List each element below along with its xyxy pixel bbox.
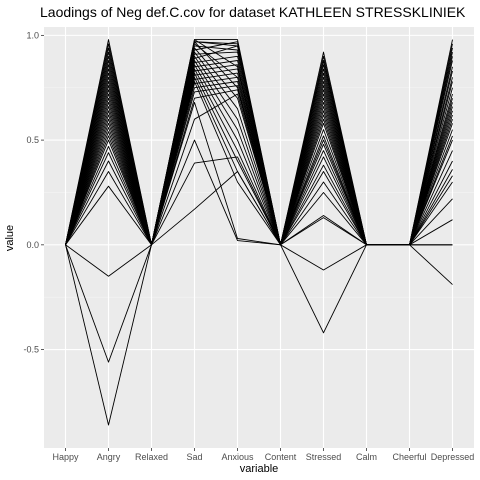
- x-axis-title: variable: [240, 463, 279, 475]
- y-tick-label: 0.5: [26, 135, 39, 145]
- y-tick-label: 1.0: [26, 30, 39, 40]
- x-axis: Happy Angry Relaxed Sad Anxious Content Stress…: [52, 448, 474, 462]
- x-tick-label-cheerful: Cheerful: [392, 452, 426, 462]
- x-tick-label-happy: Happy: [52, 452, 79, 462]
- y-axis-title: value: [4, 225, 16, 251]
- x-tick-label-calm: Calm: [356, 452, 377, 462]
- x-tick-label-angry: Angry: [97, 452, 121, 462]
- y-tick-label: -0.5: [23, 345, 39, 355]
- x-tick-label-relaxed: Relaxed: [135, 452, 168, 462]
- y-axis: -0.5 0.0 0.5 1.0: [23, 30, 44, 355]
- series-line-33: [65, 60, 453, 426]
- x-tick-label-sad: Sad: [186, 452, 202, 462]
- x-tick-label-anxious: Anxious: [221, 452, 254, 462]
- x-tick-label-content: Content: [265, 452, 297, 462]
- y-tick-label: 0.0: [26, 240, 39, 250]
- x-tick-label-stressed: Stressed: [306, 452, 342, 462]
- chart-title: Laodings of Neg def.C.cov for dataset KA…: [40, 4, 466, 20]
- series-lines: [65, 39, 453, 426]
- x-tick-label-depressed: Depressed: [431, 452, 475, 462]
